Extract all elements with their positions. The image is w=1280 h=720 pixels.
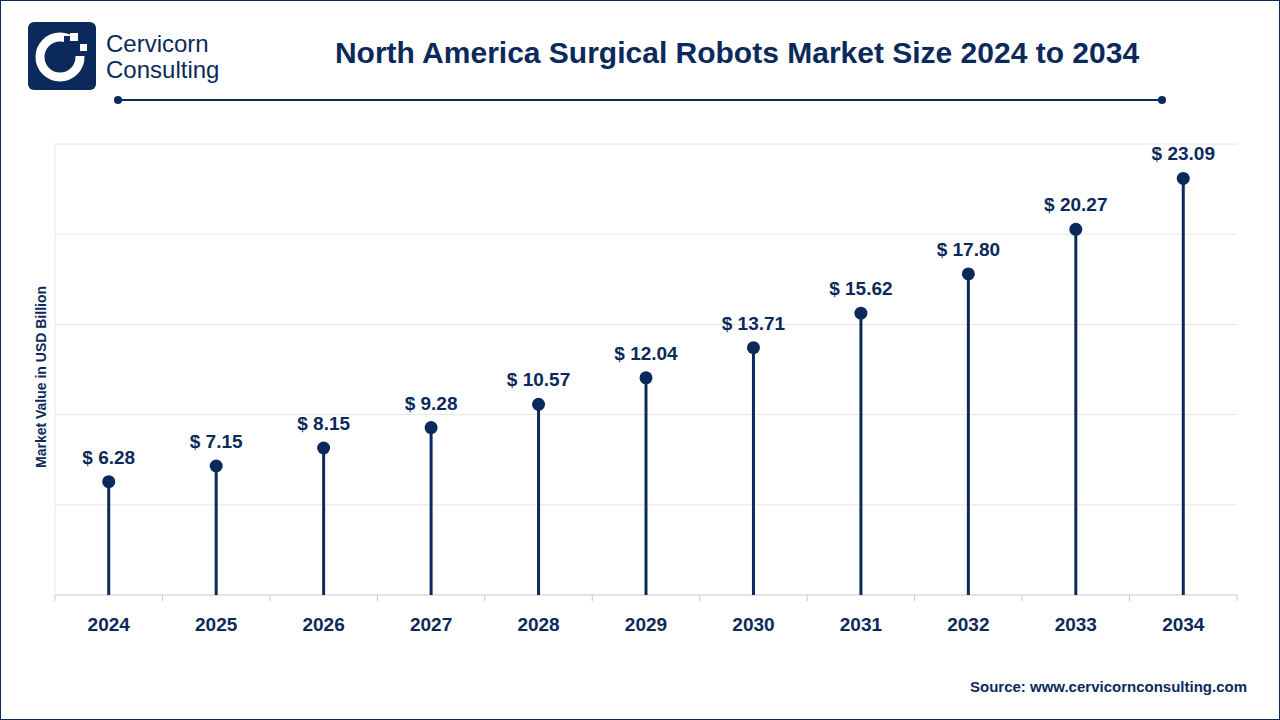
x-tick: [699, 595, 700, 601]
lollipop-head: [425, 421, 438, 434]
x-tick: [55, 595, 56, 601]
y-axis-line: [55, 144, 56, 595]
lollipop-head: [747, 341, 760, 354]
title-rule-dot: [114, 96, 122, 104]
x-tick-label: 2030: [732, 614, 774, 635]
x-tick: [1129, 595, 1130, 601]
lollipop-stem: [645, 378, 648, 595]
lollipop-head: [962, 267, 975, 280]
x-tick: [1237, 595, 1238, 601]
chart-root: CervicornConsulting North America Surgica…: [0, 0, 1280, 720]
data-label: $ 9.28: [405, 393, 458, 414]
title-rule: [118, 99, 1162, 101]
lollipop-head: [640, 371, 653, 384]
marks: [102, 172, 1190, 595]
y-axis-label: Market Value in USD Billion: [33, 286, 49, 468]
lollipop-head: [1069, 223, 1082, 236]
data-label: $ 8.15: [297, 413, 350, 434]
lollipop-stem: [537, 404, 540, 595]
x-tick-label: 2028: [517, 614, 559, 635]
x-tick-label: 2031: [840, 614, 883, 635]
lollipop-stem: [107, 482, 110, 595]
grid-line: [55, 324, 1237, 325]
chart-svg: CervicornConsulting North America Surgica…: [0, 0, 1280, 720]
lollipop-head: [532, 398, 545, 411]
logo: CervicornConsulting: [28, 22, 219, 90]
x-tick: [1022, 595, 1023, 601]
lollipop-head: [854, 307, 867, 320]
lollipop-stem: [1182, 178, 1185, 595]
data-label: $ 12.04: [614, 343, 678, 364]
logo-text: Consulting: [106, 56, 219, 83]
x-tick-label: 2029: [625, 614, 667, 635]
data-label: $ 7.15: [190, 431, 243, 452]
lollipop-head: [210, 460, 223, 473]
lollipop-stem: [859, 313, 862, 595]
x-tick-label: 2032: [947, 614, 989, 635]
source: Source: www.cervicornconsulting.com: [970, 678, 1247, 695]
x-tick: [592, 595, 593, 601]
data-label: $ 15.62: [829, 278, 892, 299]
frame: [1, 1, 1280, 720]
x-tick: [914, 595, 915, 601]
x-tick-label: 2024: [88, 614, 131, 635]
lollipop-stem: [430, 428, 433, 595]
x-tick-label: 2033: [1055, 614, 1097, 635]
data-label: $ 6.28: [82, 447, 135, 468]
lollipop-stem: [1074, 229, 1077, 595]
x-tick-label: 2025: [195, 614, 238, 635]
lollipop-head: [1177, 172, 1190, 185]
x-tick-label: 2026: [302, 614, 344, 635]
x-tick: [162, 595, 163, 601]
x-tick: [269, 595, 270, 601]
logo-dot: [70, 33, 78, 41]
x-tick-label: 2027: [410, 614, 452, 635]
x-tick-label: 2034: [1162, 614, 1205, 635]
data-label: $ 10.57: [507, 369, 570, 390]
grid-line: [55, 234, 1237, 235]
title-rule-dot: [1158, 96, 1166, 104]
lollipop-head: [317, 441, 330, 454]
logo-dot: [80, 44, 87, 51]
lollipop-stem: [752, 348, 755, 595]
data-label: $ 13.71: [722, 313, 786, 334]
data-label: $ 20.27: [1044, 194, 1107, 215]
data-label: $ 23.09: [1152, 143, 1215, 164]
x-tick: [807, 595, 808, 601]
lollipop-stem: [215, 466, 218, 595]
x-tick: [484, 595, 485, 601]
lollipop-stem: [967, 274, 970, 595]
logo-badge: [28, 22, 96, 90]
data-label: $ 17.80: [937, 239, 1000, 260]
grid-line: [55, 144, 1237, 145]
title: North America Surgical Robots Market Siz…: [335, 36, 1139, 69]
lollipop-head: [102, 475, 115, 488]
lollipop-stem: [322, 448, 325, 595]
logo-text: Cervicorn: [106, 30, 209, 57]
x-tick: [377, 595, 378, 601]
